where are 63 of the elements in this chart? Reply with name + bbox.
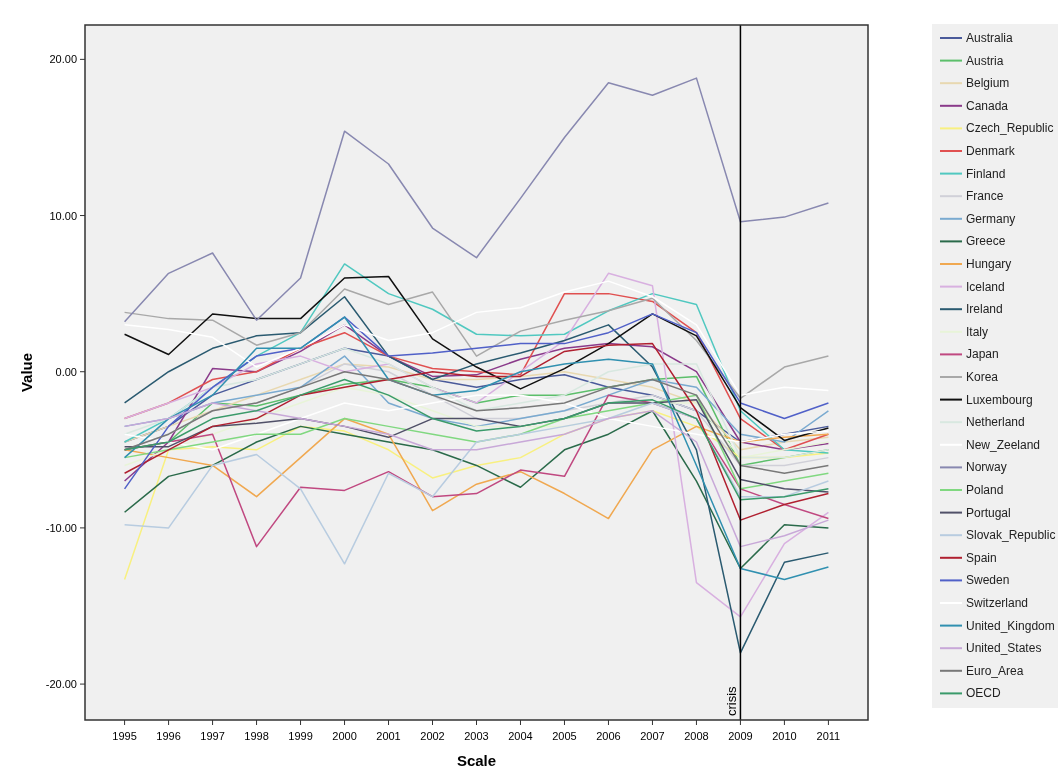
line-series (123, 316, 830, 581)
legend-label: France (966, 189, 1004, 204)
legend-label: Finland (966, 166, 1006, 181)
x-axis-title: Scale (456, 752, 497, 769)
line-series (123, 296, 830, 654)
legend-label: Portugal (966, 505, 1011, 520)
legend-label: Ireland (966, 302, 1003, 317)
x-tick-label: 2004 (508, 730, 533, 742)
legend-label: OECD (966, 686, 1001, 701)
legend-label: Czech_Republic (966, 121, 1054, 136)
line-series (123, 417, 830, 520)
legend-label: Iceland (966, 279, 1005, 294)
x-tick-label: 2011 (816, 730, 841, 742)
line-series (123, 272, 830, 618)
legend-label: Hungary (966, 257, 1012, 271)
legend-label: Spain (966, 550, 997, 565)
x-tick-label: 1997 (200, 730, 225, 742)
x-tick-label: 2001 (376, 730, 401, 742)
x-tick-label: 2008 (684, 730, 709, 742)
x-tick-label: 1996 (156, 730, 181, 742)
legend-label: Netherland (966, 415, 1025, 430)
legend-label: Euro_Area (966, 663, 1024, 678)
legend-label: Sweden (966, 573, 1010, 588)
legend-label: Greece (966, 234, 1006, 249)
legend-label: Slovak_Republic (966, 528, 1056, 543)
x-tick-label: 2003 (464, 730, 489, 742)
legend-label: Belgium (966, 76, 1010, 91)
x-tick-label: 2010 (772, 730, 797, 742)
legend-label: New_Zeeland (966, 437, 1041, 452)
legend-label: Luxembourg (966, 392, 1033, 407)
x-tick-label: 1998 (244, 730, 269, 742)
y-tick-label: -20.00 (45, 678, 77, 691)
legend-label: Switzerland (966, 596, 1029, 610)
ref-line-label: crisis (724, 685, 740, 716)
legend-label: Korea (966, 370, 999, 384)
y-tick-label: 20.00 (49, 53, 77, 66)
x-tick-label: 2007 (640, 730, 665, 742)
y-tick-label: -10.00 (45, 521, 77, 534)
x-tick-label: 1995 (112, 730, 137, 742)
x-tick-label: 2000 (332, 730, 357, 742)
legend-label: Italy (966, 324, 989, 339)
legend-label: Denmark (966, 144, 1016, 158)
legend-label: Austria (966, 53, 1004, 68)
legend-label: Canada (966, 98, 1009, 113)
x-tick-label: 2009 (728, 730, 753, 742)
y-axis-title: Value (18, 352, 35, 393)
x-tick-label: 2006 (596, 730, 621, 742)
y-tick-label: 0.00 (55, 365, 77, 378)
legend-label: Japan (966, 347, 999, 362)
x-tick-label: 2002 (420, 730, 445, 742)
legend-label: United_States (966, 641, 1042, 656)
x-tick-label: 2005 (552, 730, 577, 742)
line-series (123, 77, 830, 323)
legend-label: Australia (966, 31, 1014, 45)
line-series (123, 342, 830, 521)
legend-label: Norway (966, 460, 1007, 475)
legend-label: United_Kingdom (966, 618, 1055, 633)
x-tick-label: 1999 (288, 730, 313, 742)
legend-label: Poland (966, 483, 1004, 497)
y-tick-label: 10.00 (49, 209, 77, 222)
line-series (123, 378, 830, 501)
line-series (123, 394, 830, 451)
legend-label: Germany (966, 211, 1016, 226)
